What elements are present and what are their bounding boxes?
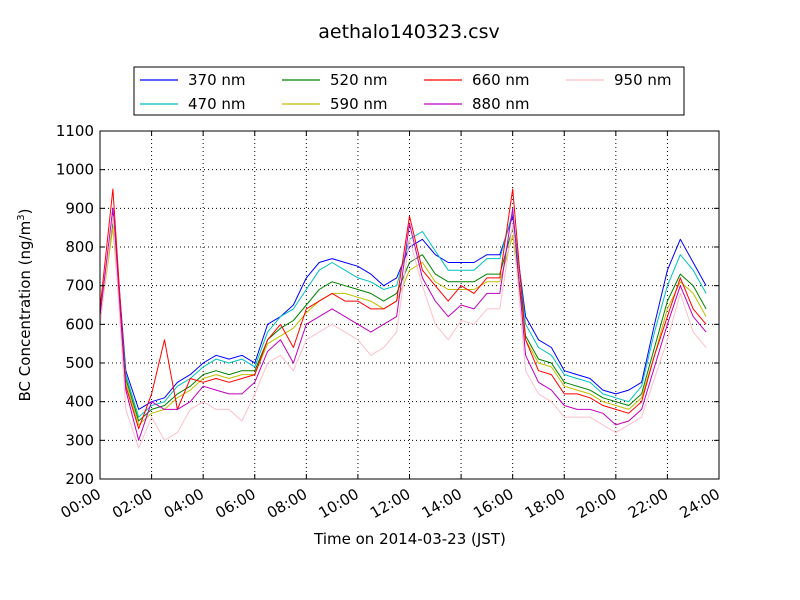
legend-label: 950 nm xyxy=(614,71,672,89)
series-lines xyxy=(99,188,707,449)
legend-label: 590 nm xyxy=(330,95,388,113)
x-tick-label: 06:00 xyxy=(212,485,258,522)
y-tick-label: 500 xyxy=(65,354,94,372)
series-line-950-nm xyxy=(99,215,707,449)
x-tick-label: 12:00 xyxy=(367,485,413,522)
y-tick-label: 700 xyxy=(65,277,94,295)
y-tick-label: 900 xyxy=(65,199,94,217)
series-line-370-nm xyxy=(99,207,707,410)
x-tick-label: 00:00 xyxy=(58,485,104,522)
x-tick-label: 08:00 xyxy=(264,485,310,522)
legend-label: 470 nm xyxy=(188,95,246,113)
y-tick-label: 1000 xyxy=(56,161,94,179)
legend-label: 520 nm xyxy=(330,71,388,89)
axis-ticks xyxy=(99,130,720,480)
legend-box xyxy=(133,66,685,116)
y-axis-label-main: BC Concentration (ng/m xyxy=(16,221,34,402)
chart-title: aethalo140323.csv xyxy=(318,21,500,43)
series-line-660-nm xyxy=(99,188,707,430)
y-tick-label: 200 xyxy=(65,470,94,488)
legend: 370 nm 470 nm 520 nm 590 nm 660 nm 880 nm 950 … xyxy=(133,66,685,116)
y-tick-label: 400 xyxy=(65,393,94,411)
y-axis-label-sup: 3 xyxy=(16,214,27,220)
legend-label: 880 nm xyxy=(472,95,530,113)
tick-labels: 00:00 02:00 04:00 06:00 08:00 10:00 12:00 14:00… xyxy=(56,122,723,522)
y-tick-label: 1100 xyxy=(56,122,94,140)
y-tick-label: 300 xyxy=(65,431,94,449)
x-tick-label: 22:00 xyxy=(625,485,671,522)
y-axis-label-close: ) xyxy=(16,209,34,215)
series-line-520-nm xyxy=(99,223,707,422)
x-tick-label: 14:00 xyxy=(419,485,465,522)
x-tick-label: 10:00 xyxy=(315,485,361,522)
x-tick-label: 18:00 xyxy=(522,485,568,522)
y-tick-label: 600 xyxy=(65,315,94,333)
series-line-470-nm xyxy=(99,211,707,418)
series-line-880-nm xyxy=(99,207,707,441)
legend-items: 370 nm 470 nm 520 nm 590 nm 660 nm 880 nm 950 … xyxy=(140,71,672,113)
x-tick-label: 04:00 xyxy=(161,485,207,522)
legend-label: 370 nm xyxy=(188,71,246,89)
x-axis-label: Time on 2014-03-23 (JST) xyxy=(313,530,506,548)
y-axis-label: BC Concentration (ng/m3) xyxy=(16,209,34,402)
y-tick-label: 800 xyxy=(65,238,94,256)
x-tick-label: 20:00 xyxy=(573,485,619,522)
x-tick-label: 16:00 xyxy=(470,485,516,522)
x-tick-label: 24:00 xyxy=(677,485,723,522)
x-tick-label: 02:00 xyxy=(109,485,155,522)
legend-label: 660 nm xyxy=(472,71,530,89)
